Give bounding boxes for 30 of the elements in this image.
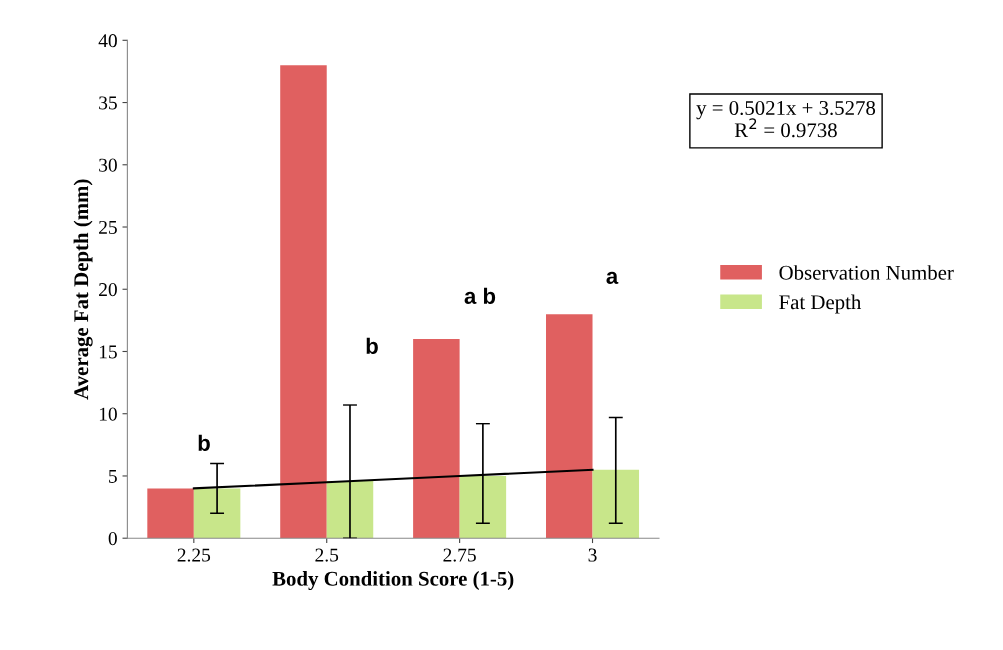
text: y = 0.5021x + 3.5278 R$^{2}$ = 0.9738 [696, 100, 876, 138]
bar [592, 469, 640, 539]
x-tick-label: 2.25 [177, 548, 211, 562]
annotation: a b [464, 287, 496, 304]
x-tick-label: 2.75 [443, 548, 476, 562]
y-tick-label: 35 [99, 96, 117, 110]
bar [413, 339, 460, 539]
bar [459, 475, 507, 539]
y-tick-label: 0 [108, 532, 117, 546]
bar [546, 314, 593, 539]
annotation: b [198, 434, 210, 451]
x-tick-label: 3 [588, 548, 597, 562]
legend-label: Observation Number [779, 265, 954, 280]
bar [193, 488, 241, 539]
x-axis-title: Body Condition Score (1-5) [272, 571, 514, 591]
y-tick-label: 10 [99, 407, 117, 421]
y-axis-title: Average Fat Depth (mm) [73, 179, 93, 400]
bar [147, 488, 194, 539]
annotation: b [366, 337, 378, 354]
y-tick-label: 20 [99, 283, 117, 297]
y-tick-label: 5 [109, 469, 117, 483]
y-tick-label: 30 [99, 158, 117, 172]
annotation: a [606, 271, 619, 284]
y-tick-label: 15 [99, 345, 117, 359]
x-tick-label: 2.5 [315, 548, 339, 562]
bar [280, 65, 327, 539]
bar [326, 480, 374, 539]
legend-label: Fat Depth [779, 294, 862, 314]
y-tick-label: 25 [99, 220, 117, 234]
y-tick-label: 40 [98, 34, 117, 48]
